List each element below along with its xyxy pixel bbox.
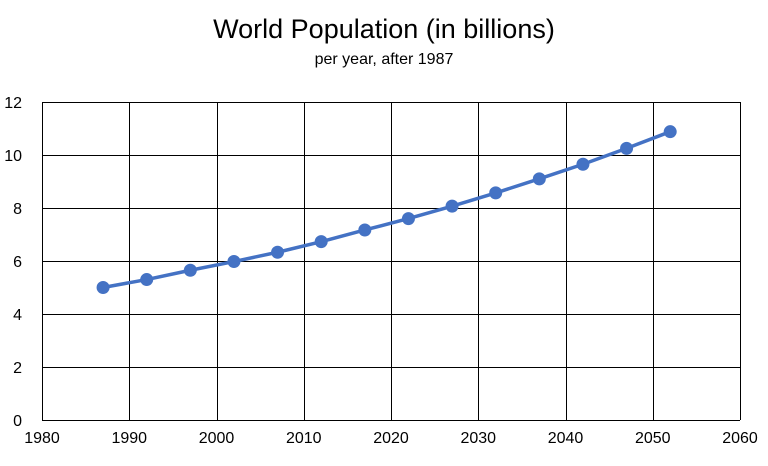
- y-tick-label: 8: [13, 201, 22, 218]
- data-point: [271, 245, 285, 259]
- x-tick-label: 1990: [111, 430, 147, 447]
- data-point: [96, 281, 110, 294]
- data-point: [620, 141, 634, 155]
- y-tick-label: 2: [13, 360, 22, 377]
- x-tick-label: 2010: [286, 430, 322, 447]
- data-point: [140, 273, 154, 287]
- data-point: [401, 212, 415, 226]
- data-point: [445, 199, 459, 213]
- x-tick-label: 1980: [24, 430, 60, 447]
- data-point: [314, 235, 328, 249]
- chart-title: World Population (in billions): [213, 14, 555, 44]
- data-point: [532, 172, 546, 186]
- x-tick-label: 2000: [199, 430, 235, 447]
- x-tick-label: 2020: [373, 430, 409, 447]
- data-point: [227, 255, 241, 269]
- x-tick-label: 2060: [722, 430, 758, 447]
- x-tick-label: 2030: [460, 430, 496, 447]
- y-tick-label: 10: [4, 148, 22, 165]
- data-point: [663, 125, 677, 139]
- x-tick-label: 2040: [548, 430, 584, 447]
- y-tick-label: 0: [13, 413, 22, 430]
- series-line: [101, 129, 672, 290]
- data-point: [358, 223, 372, 237]
- data-point: [183, 263, 197, 277]
- y-tick-label: 4: [13, 307, 22, 324]
- y-tick-label: 6: [13, 254, 22, 271]
- data-point: [489, 186, 503, 200]
- data-point: [576, 157, 590, 171]
- chart-subtitle: per year, after 1987: [314, 51, 454, 68]
- y-tick-label: 12: [4, 95, 22, 112]
- x-tick-label: 2050: [635, 430, 671, 447]
